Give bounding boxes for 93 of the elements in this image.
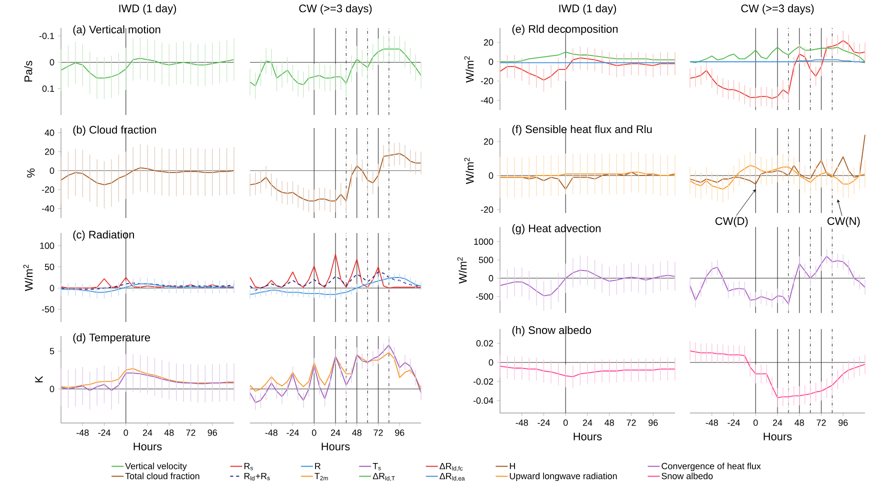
x-tick-label: 0 — [312, 430, 316, 436]
y-tick-label: 0 — [488, 359, 494, 366]
chart-title: (h) Snow albedo — [512, 326, 592, 336]
x-tick-label: 48 — [604, 420, 614, 426]
y-axis-title: W/m$^{2}$ — [464, 158, 474, 184]
legend-label: ΔR$_{ld,fc}$ — [440, 463, 463, 472]
x-tick-label: -48 — [516, 420, 528, 426]
chart-title: (c) Radiation — [73, 230, 134, 241]
legend-label: R$_{s}$ — [244, 463, 253, 470]
y-tick-label: 5 — [50, 348, 54, 354]
annotation: CW(D) — [715, 216, 748, 228]
x-tick-label: -48 — [76, 430, 89, 436]
legend-label: Vertical velocity — [125, 462, 187, 472]
text: IWD (1 day) — [559, 4, 616, 14]
y-tick-label: 1000 — [474, 238, 494, 245]
y-tick-label: -0.1 — [39, 32, 54, 40]
y-tick-label: 0 — [488, 275, 494, 282]
legend-label: Upward longwave radiation — [510, 472, 617, 481]
y-axis-title: K — [35, 376, 43, 382]
x-tick-label: 96 — [395, 430, 404, 436]
legend-label: Total cloud fraction — [125, 472, 200, 480]
x-tick-label: 72 — [816, 420, 826, 426]
y-axis-title: W/m$^{2}$ — [23, 264, 33, 292]
x-tick-label: -24 — [728, 420, 740, 426]
y-tick-label: -40 — [42, 205, 54, 212]
y-tick-label: 50 — [44, 264, 54, 270]
y-tick-label: -500 — [476, 293, 494, 300]
x-tick-label: 48 — [352, 430, 362, 436]
x-tick-label: 0 — [563, 420, 568, 426]
legend-label: ΔR$_{ld,ea}$ — [440, 472, 465, 482]
y-axis-title: Pa/s — [24, 60, 32, 82]
x-tick-label: 0 — [124, 430, 128, 436]
x-tick-label: 0 — [753, 420, 758, 426]
y-tick-label: 100 — [40, 242, 54, 249]
y-tick-label: -0.02 — [473, 378, 494, 385]
x-tick-label: 96 — [648, 420, 658, 426]
text: CW (>=3 days) — [299, 4, 372, 14]
y-tick-label: -40 — [480, 97, 494, 104]
y-tick-label: -20 — [480, 78, 494, 84]
text: IWD (1 day) — [119, 4, 176, 14]
chart-title: (g) Heat advection — [512, 224, 601, 234]
legend-label: R$_{ld}$+R$_{s}$ — [244, 472, 270, 480]
legend-label: H — [510, 463, 515, 470]
x-tick-label: 72 — [626, 420, 636, 426]
legend-label: ΔR$_{ld,T}$ — [372, 472, 395, 482]
x-tick-label: -24 — [286, 430, 299, 436]
legend-label: Convergence of heat flux — [662, 462, 761, 472]
y-axis-title: % — [27, 168, 35, 178]
x-tick-label: -48 — [265, 430, 278, 436]
y-tick-label: 0 — [488, 58, 494, 65]
x-tick-label: 96 — [208, 430, 217, 436]
x-axis-title: Hours — [322, 442, 350, 450]
x-tick-label: 96 — [838, 420, 848, 426]
y-tick-label: 20 — [44, 148, 54, 155]
legend-label: R — [315, 463, 320, 470]
x-tick-label: 24 — [582, 420, 592, 426]
x-tick-label: 72 — [186, 430, 196, 436]
y-tick-label: 0 — [50, 59, 54, 66]
x-tick-label: 24 — [772, 420, 782, 426]
y-tick-label: 0 — [50, 284, 54, 292]
x-axis-title: Hours — [574, 432, 602, 440]
y-tick-label: 0.1 — [42, 85, 54, 92]
legend-label: Snow albedo — [662, 472, 713, 480]
y-tick-label: -20 — [42, 186, 54, 193]
y-tick-label: 20 — [484, 138, 494, 145]
text: CW (>=3 days) — [741, 4, 814, 14]
y-tick-label: 0 — [488, 172, 494, 179]
legend-label: T$_{s}$ — [372, 463, 381, 470]
y-tick-label: 40 — [44, 130, 54, 136]
y-axis-title: W/m$^{2}$ — [464, 56, 474, 83]
y-axis-title: W/m$^{2}$ — [457, 257, 467, 284]
x-tick-label: 24 — [142, 430, 152, 436]
y-tick-label: 20 — [484, 39, 494, 46]
y-tick-label: 0.02 — [476, 340, 494, 346]
x-axis-title: Hours — [134, 442, 162, 450]
annotation: CW(N) — [827, 216, 860, 228]
x-tick-label: 72 — [374, 430, 383, 436]
y-tick-label: -0.04 — [473, 397, 494, 404]
x-tick-label: 48 — [164, 430, 174, 436]
y-tick-label: -20 — [480, 206, 494, 213]
x-tick-label: -48 — [706, 420, 718, 426]
legend-label: T$_{2m}$ — [314, 472, 328, 480]
x-axis-title: Hours — [764, 432, 792, 440]
chart-title: (f) Sensible heat flux and Rlu — [512, 125, 652, 136]
x-tick-label: 48 — [794, 420, 804, 426]
chart-title: (a) Vertical motion — [73, 25, 160, 36]
y-tick-label: 0 — [50, 386, 54, 392]
x-tick-label: -24 — [98, 430, 110, 436]
x-tick-label: 24 — [330, 430, 340, 436]
y-tick-label: 500 — [478, 256, 494, 264]
y-tick-label: -50 — [42, 306, 54, 312]
x-tick-label: -24 — [538, 420, 550, 426]
y-tick-label: 0 — [50, 167, 54, 174]
